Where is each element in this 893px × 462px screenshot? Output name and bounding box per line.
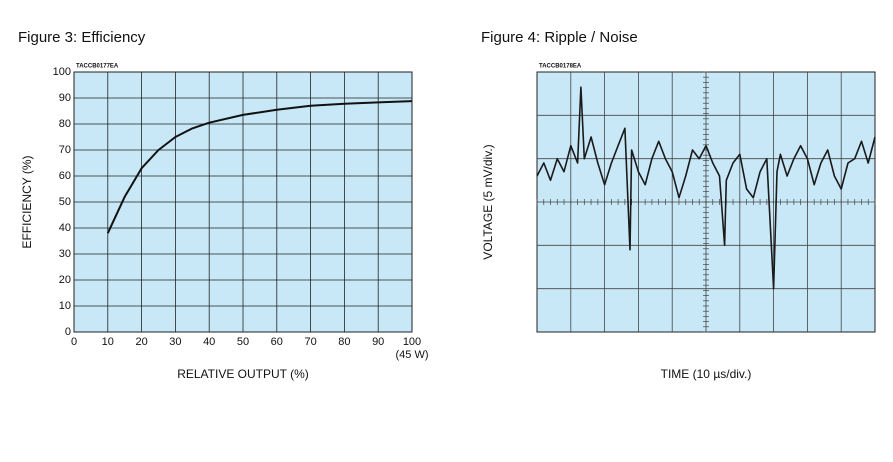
y-tick-label: 0 (65, 326, 71, 338)
x-tick-label: 80 (338, 336, 350, 348)
chart-title: Figure 3: Efficiency (18, 29, 146, 46)
figure-code: TACCB0177EA (76, 64, 119, 70)
x-tick-label: 20 (135, 336, 147, 348)
y-tick-label: 30 (59, 248, 71, 260)
waveform (536, 86, 876, 290)
x-tick-label: 0 (71, 336, 77, 348)
y-tick-label: 90 (59, 92, 71, 104)
line (106, 100, 413, 234)
x-tick-label: 100 (403, 336, 421, 348)
y-tick-label: 50 (59, 196, 71, 208)
x-tick-label: 40 (203, 336, 215, 348)
x-tick-label: 70 (304, 336, 316, 348)
y-axis-label: EFFICIENCY (%) (20, 155, 34, 248)
figure-code: TACCB0178EA (539, 64, 582, 70)
x-tick-label: 50 (237, 336, 249, 348)
y-tick-label: 100 (53, 66, 71, 78)
x-tick-label: 30 (169, 336, 181, 348)
y-tick-label: 10 (59, 300, 71, 312)
x-note: (45 W) (396, 349, 429, 361)
y-tick-label: 80 (59, 118, 71, 130)
y-tick-label: 20 (59, 274, 71, 286)
y-tick-label: 40 (59, 222, 71, 234)
y-tick-label: 70 (59, 144, 71, 156)
x-tick-label: 10 (102, 336, 114, 348)
y-tick-label: 60 (59, 170, 71, 182)
x-tick-label: 60 (271, 336, 283, 348)
x-tick-label: 90 (372, 336, 384, 348)
x-axis-label: RELATIVE OUTPUT (%) (177, 367, 309, 381)
x-axis-label: TIME (10 µs/div.) (661, 367, 752, 381)
chart-title: Figure 4: Ripple / Noise (481, 29, 638, 46)
y-axis-label: VOLTAGE (5 mV/div.) (481, 144, 495, 259)
